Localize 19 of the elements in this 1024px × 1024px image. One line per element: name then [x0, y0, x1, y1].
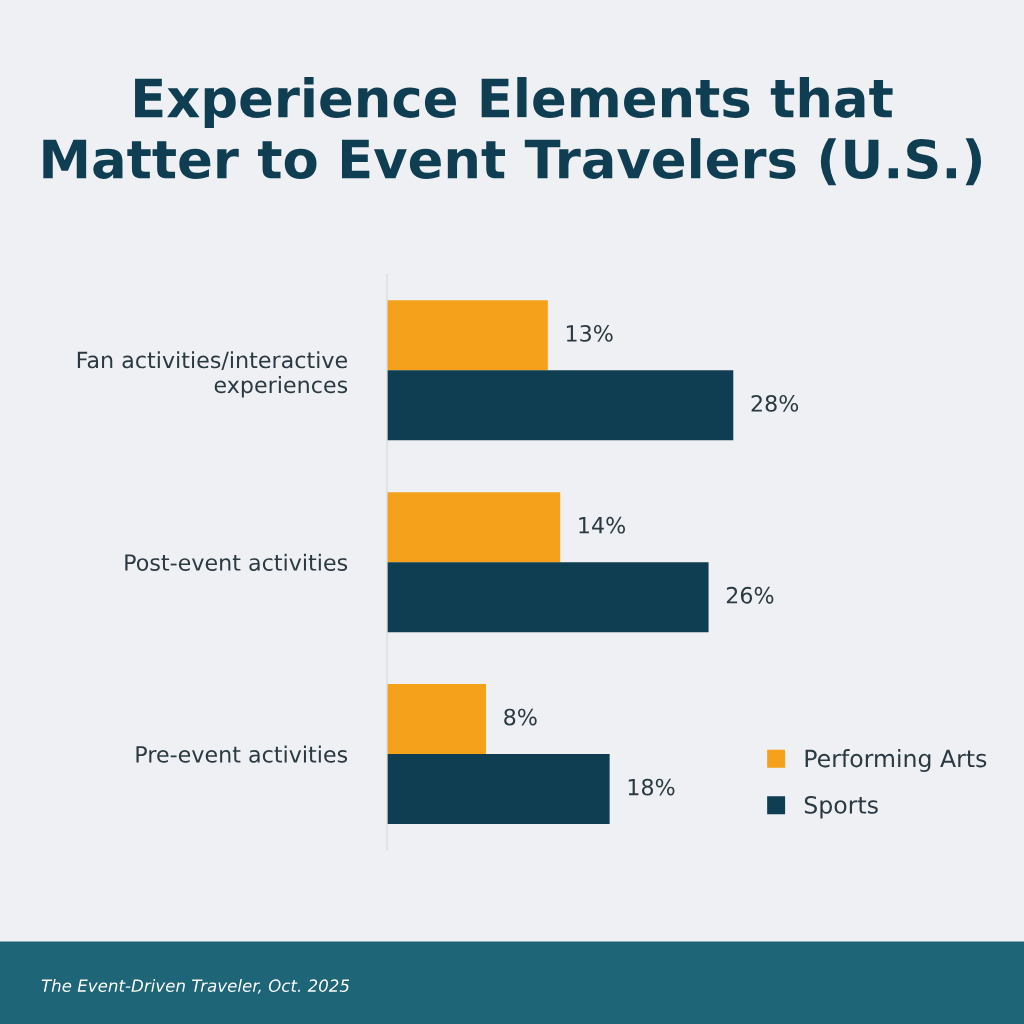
bar [387, 300, 548, 371]
data-label: 13% [566, 324, 613, 342]
data-label: 8% [504, 708, 537, 726]
y-tick-label: Post-event activities [125, 553, 348, 571]
y-tick-label: Fan activities/interactive experiences [77, 351, 348, 398]
data-label: 28% [751, 394, 799, 412]
chart-title: Experience Elements that Matter to Event Travelers (U.S.) [43, 77, 981, 186]
legend-label: Sports [804, 796, 878, 819]
text: The Event-Driven Traveler, Oct. 2025 [41, 979, 350, 994]
bar [387, 492, 561, 563]
legend-label: Performing Arts [805, 749, 987, 772]
bar [387, 370, 734, 441]
data-label: 14% [579, 516, 626, 534]
bar [387, 683, 486, 755]
data-label: 26% [726, 586, 774, 604]
y-tick-label: Pre-event activities [136, 745, 348, 763]
bar [387, 562, 709, 633]
bar [387, 754, 610, 825]
data-label: 18% [628, 778, 675, 796]
